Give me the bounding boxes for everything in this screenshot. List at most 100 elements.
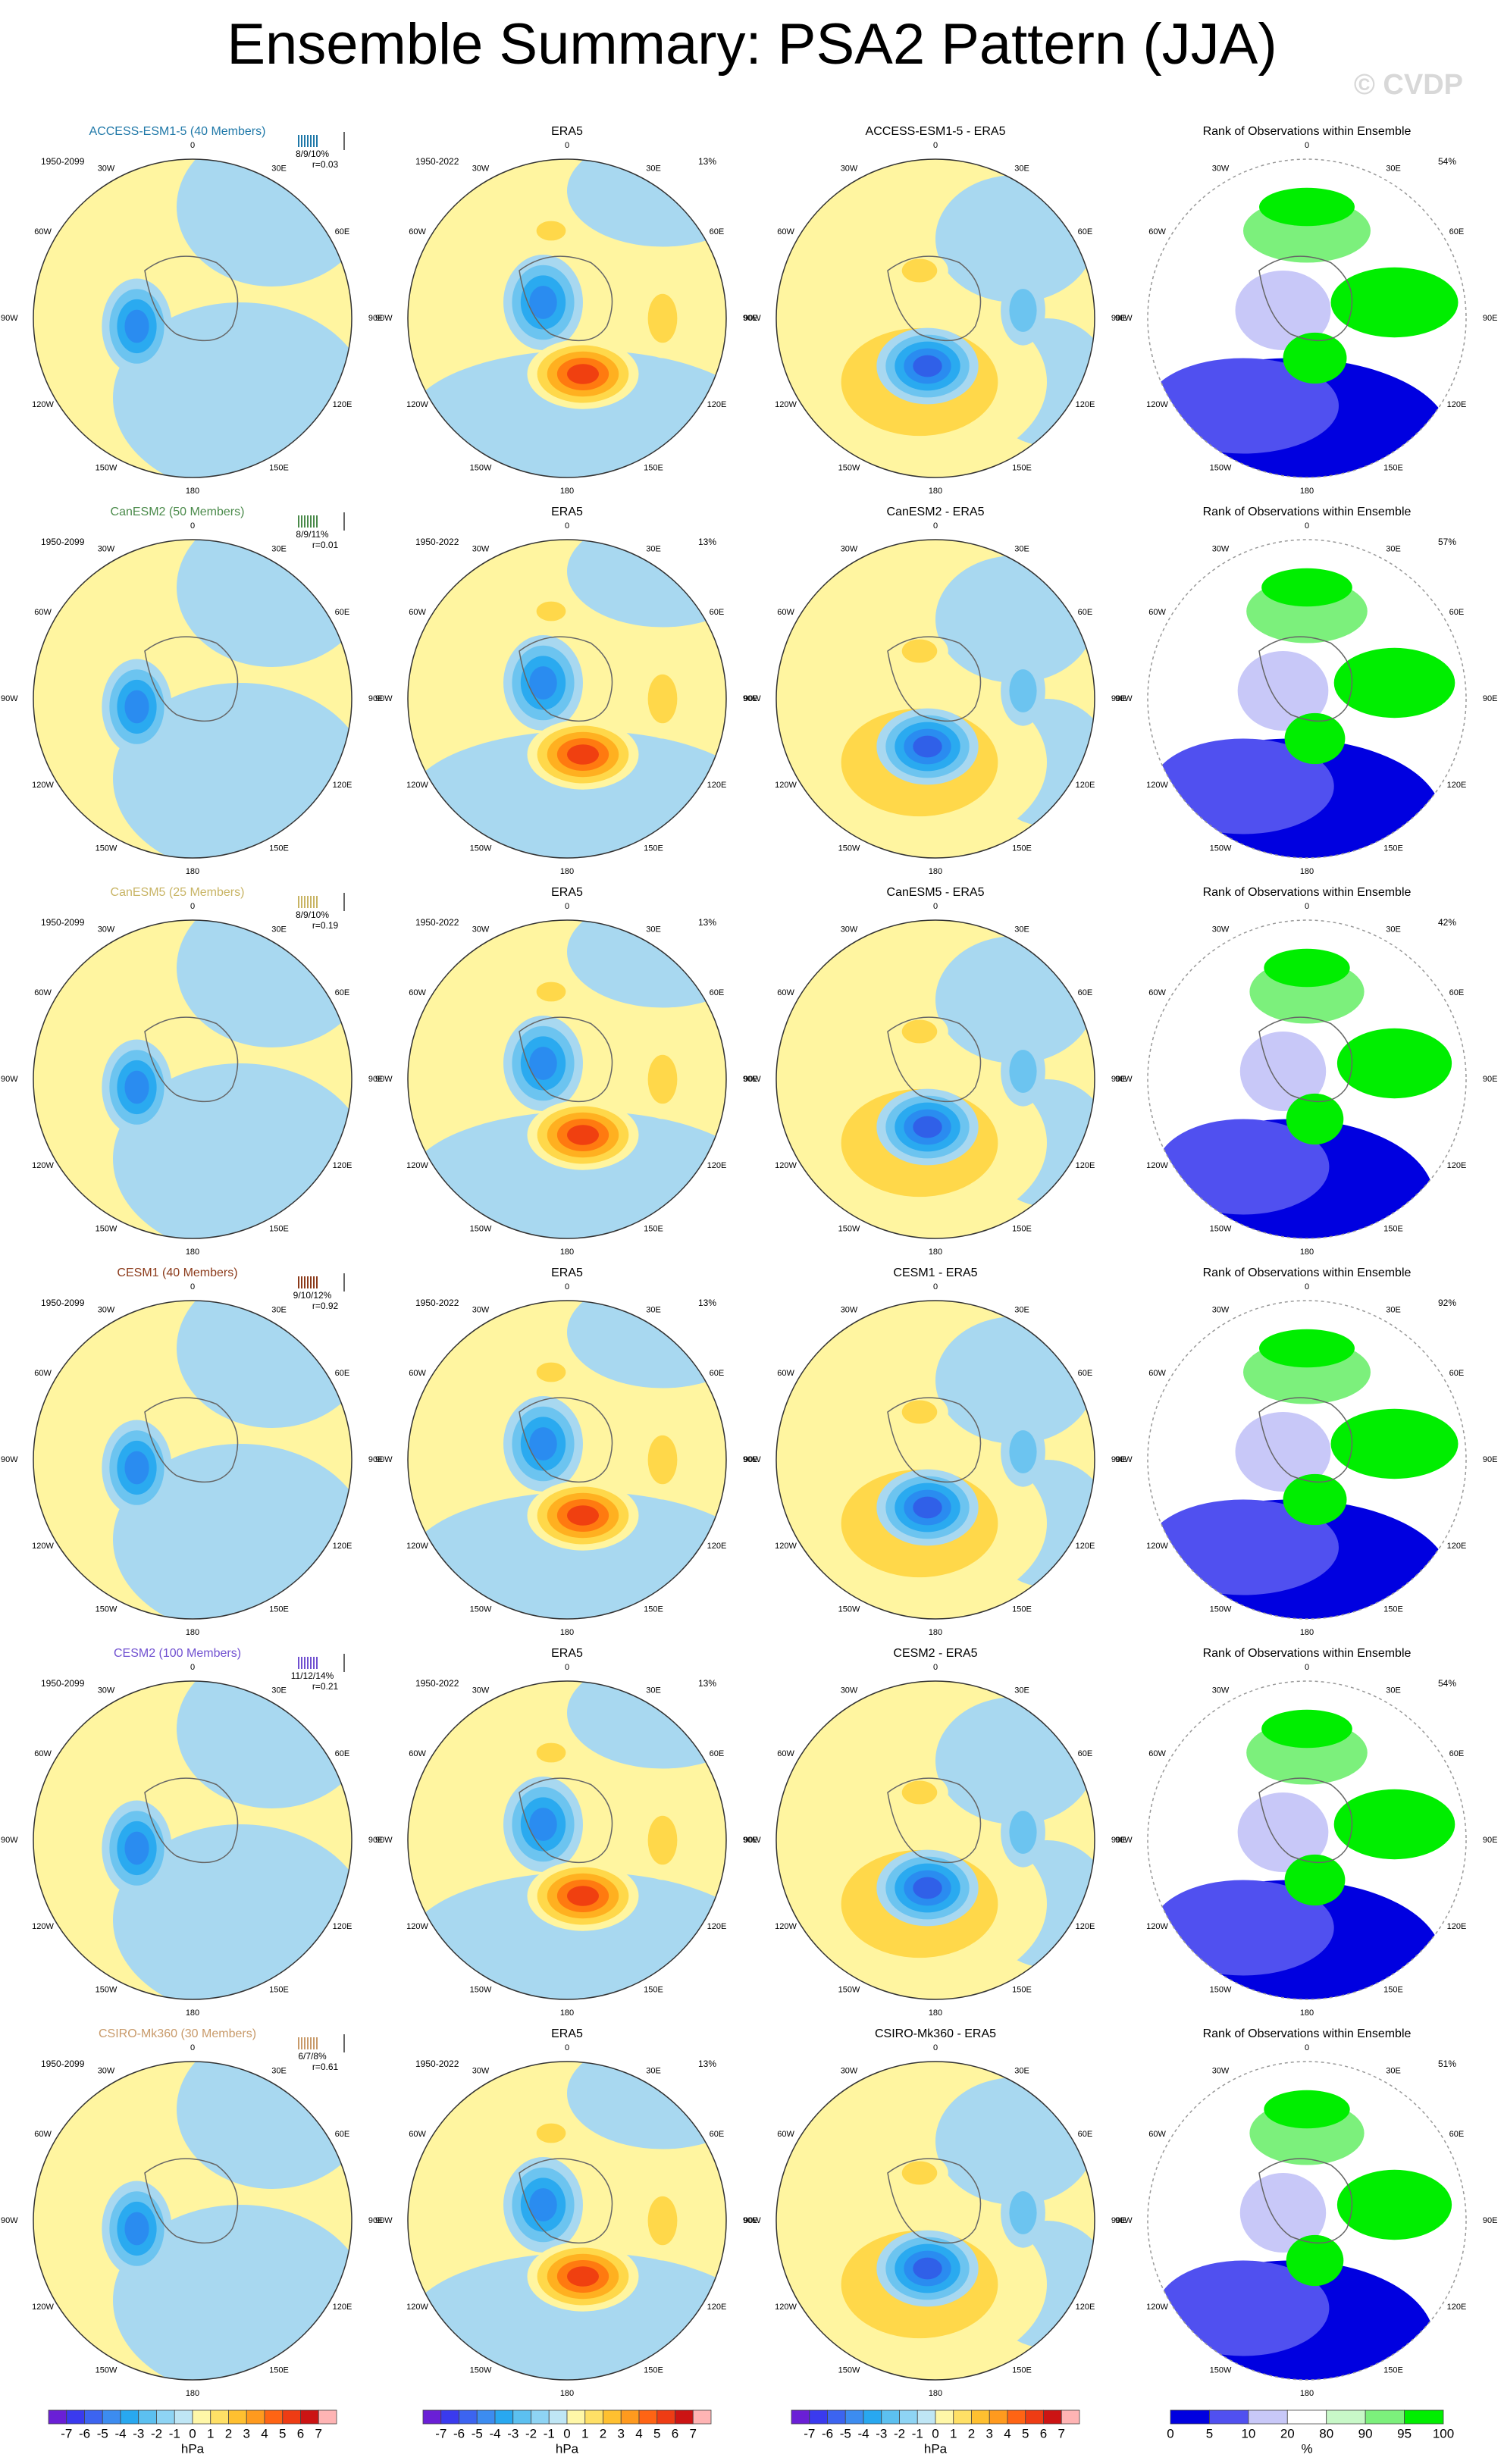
- map: [33, 920, 352, 1238]
- contour-region: [536, 2123, 566, 2143]
- rank-region: [1157, 1119, 1330, 1215]
- longitude-label: 150E: [1383, 844, 1403, 853]
- longitude-label: 180: [1300, 2389, 1314, 2398]
- longitude-label: 180: [560, 1248, 574, 1257]
- longitude-label: 60E: [335, 1749, 350, 1758]
- longitude-label: 150E: [644, 1224, 663, 1233]
- longitude-label: 180: [186, 1248, 199, 1257]
- longitude-label: 90W: [1, 1455, 18, 1464]
- contour-region: [124, 2212, 149, 2246]
- colorbar-box: [102, 2409, 121, 2425]
- antarctica-outline: [144, 1016, 239, 1103]
- contour-region: [536, 1362, 566, 1382]
- longitude-label: 60E: [335, 2130, 350, 2139]
- map: [408, 159, 726, 477]
- colorbar-box: [1248, 2409, 1288, 2425]
- longitude-label: 30E: [1014, 925, 1029, 934]
- colorbar-label: 0: [563, 2426, 570, 2441]
- map: [1148, 540, 1466, 858]
- contour-region: [567, 2266, 599, 2287]
- colorbar-label: -3: [507, 2426, 519, 2441]
- longitude-label: 90W: [1115, 314, 1133, 323]
- colorbar-label: 5: [279, 2426, 286, 2441]
- longitude-label: 180: [186, 487, 199, 496]
- correlation: r=0.21: [312, 1681, 339, 1692]
- colorbar-box: [584, 2409, 603, 2425]
- longitude-label: 30E: [1014, 1305, 1029, 1314]
- colorbar-box: [422, 2409, 442, 2425]
- colorbar-label: -1: [544, 2426, 555, 2441]
- longitude-label: 90E: [368, 694, 384, 703]
- diff-title: CSIRO-Mk360 - ERA5: [875, 2027, 996, 2040]
- longitude-label: 90E: [1111, 1075, 1126, 1084]
- colorbar-label: -2: [151, 2426, 162, 2441]
- colorbar-label: -7: [804, 2426, 815, 2441]
- longitude-label: 120E: [1076, 1542, 1095, 1551]
- longitude-label: 0: [565, 2043, 569, 2052]
- longitude-label: 150E: [1012, 1605, 1032, 1614]
- longitude-label: 60W: [777, 1749, 794, 1758]
- longitude-label: 30W: [841, 2066, 858, 2075]
- longitude-label: 60W: [409, 1749, 426, 1758]
- longitude-label: 180: [1300, 1248, 1314, 1257]
- colorbar-label: 4: [635, 2426, 642, 2441]
- longitude-label: 0: [565, 902, 569, 911]
- longitude-label: 90W: [1, 1836, 18, 1845]
- longitude-label: 90E: [743, 1075, 758, 1084]
- rank-region: [1330, 1408, 1459, 1479]
- obs-title: ERA5: [551, 886, 583, 899]
- longitude-label: 30W: [1212, 164, 1230, 173]
- longitude-label: 120E: [1447, 1161, 1467, 1170]
- rank-region: [1264, 2090, 1350, 2129]
- credit: © CVDP: [1354, 69, 1463, 101]
- map-border: [33, 158, 352, 478]
- longitude-label: 90E: [368, 1455, 384, 1464]
- map: [33, 159, 352, 477]
- longitude-label: 30E: [1386, 544, 1401, 553]
- longitude-label: 60E: [1078, 988, 1093, 997]
- longitude-label: 60E: [335, 1369, 350, 1378]
- longitude-label: 30W: [98, 1686, 115, 1695]
- map: [408, 2062, 726, 2380]
- colorbar-label: 3: [618, 2426, 625, 2441]
- colorbar-box: [300, 2409, 319, 2425]
- antarctica-outline: [1258, 1777, 1353, 1864]
- contour-region: [177, 540, 352, 667]
- longitude-label: 90W: [744, 1075, 761, 1084]
- colorbar-label: -1: [169, 2426, 180, 2441]
- antarctica-outline: [887, 255, 982, 342]
- longitude-label: 120W: [775, 1542, 797, 1551]
- longitude-label: 150W: [470, 1605, 492, 1614]
- longitude-label: 180: [1300, 487, 1314, 496]
- colorbar-label: -5: [472, 2426, 483, 2441]
- longitude-label: 90W: [375, 1836, 393, 1845]
- map-border: [33, 1680, 352, 2000]
- longitude-label: 0: [190, 141, 195, 150]
- map-border: [1147, 1300, 1467, 1620]
- longitude-label: 150E: [1383, 2365, 1403, 2375]
- rank-pct: 54%: [1438, 156, 1456, 167]
- longitude-label: 0: [1305, 521, 1309, 531]
- colorbar-box: [989, 2409, 1008, 2425]
- longitude-label: 60E: [1078, 1749, 1093, 1758]
- colorbar-label: 3: [243, 2426, 250, 2441]
- longitude-label: 150W: [838, 1985, 860, 1994]
- colorbar-label: -4: [114, 2426, 126, 2441]
- longitude-label: 60W: [34, 1369, 52, 1378]
- colorbar-box: [971, 2409, 990, 2425]
- contour-region: [913, 1877, 942, 1899]
- longitude-label: 90W: [1, 1075, 18, 1084]
- diff-title: CanESM5 - ERA5: [887, 886, 985, 899]
- longitude-label: 60W: [777, 2130, 794, 2139]
- longitude-label: 30W: [841, 164, 858, 173]
- rank-region: [1336, 2169, 1452, 2240]
- longitude-label: 150E: [269, 463, 289, 472]
- longitude-label: 60W: [409, 608, 426, 617]
- longitude-label: 150E: [1383, 1224, 1403, 1233]
- longitude-label: 60W: [1148, 1369, 1166, 1378]
- model-period: 1950-2099: [41, 917, 85, 928]
- model-period: 1950-2099: [41, 1678, 85, 1689]
- colorbar-box: [638, 2409, 658, 2425]
- colorbar-label: -4: [857, 2426, 869, 2441]
- model-period: 1950-2099: [41, 537, 85, 547]
